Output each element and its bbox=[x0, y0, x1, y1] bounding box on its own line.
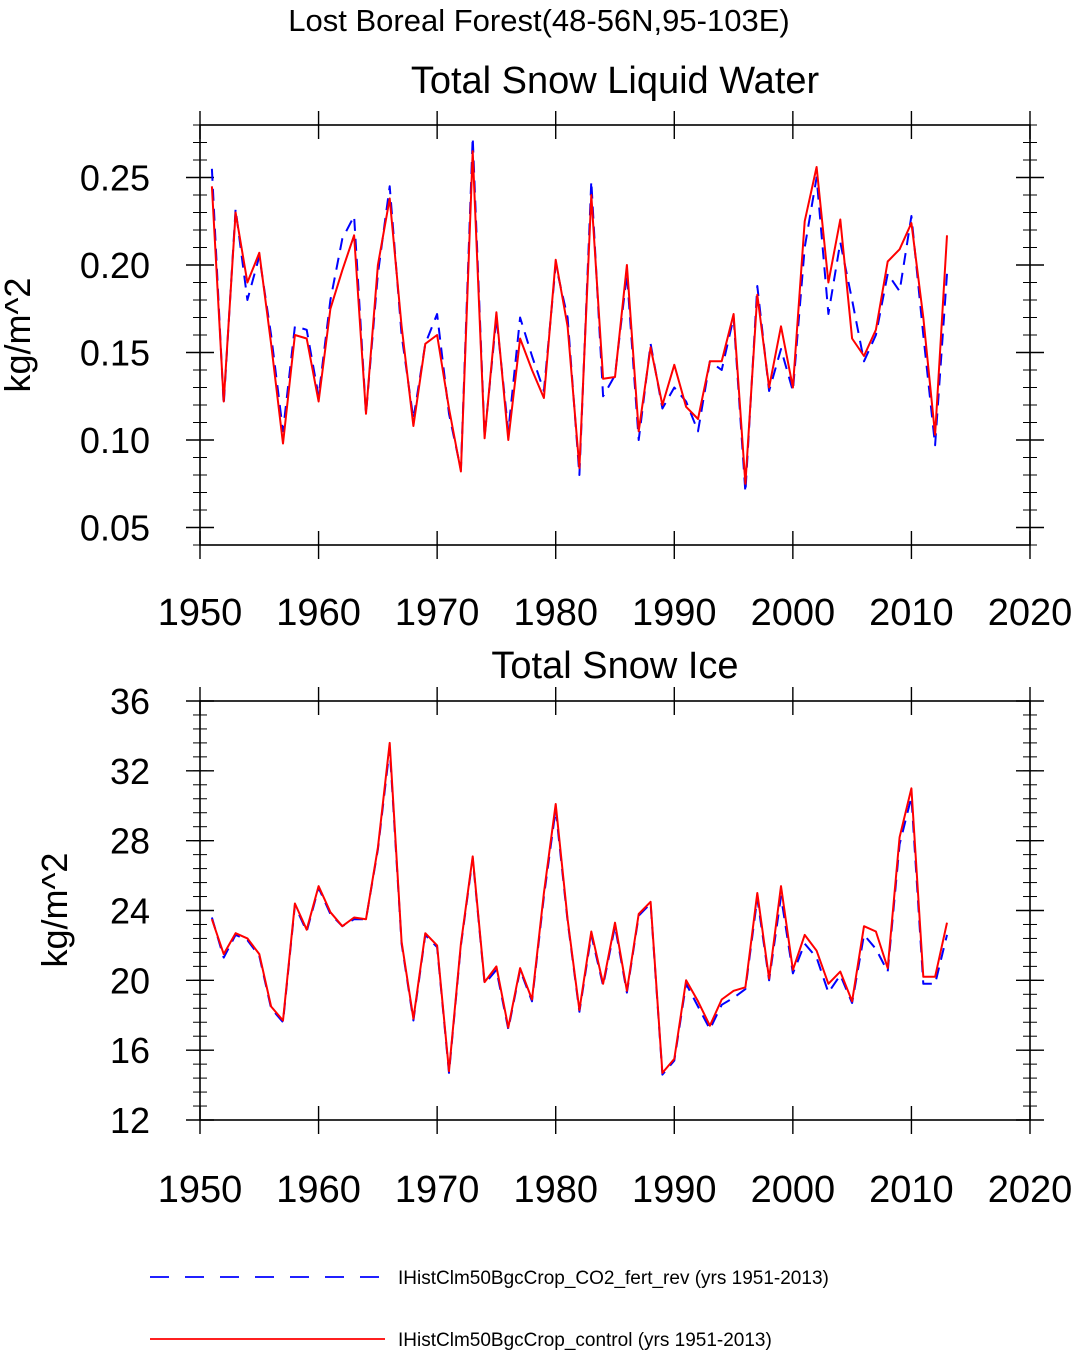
x-tick-label: 1960 bbox=[276, 592, 361, 634]
x-tick-label: 1980 bbox=[513, 592, 598, 634]
panel-title: Total Snow Ice bbox=[491, 645, 738, 687]
x-tick-label: 1980 bbox=[513, 1169, 598, 1211]
y-tick-label: 36 bbox=[110, 681, 150, 722]
y-tick-label: 20 bbox=[110, 960, 150, 1001]
y-tick-label: 28 bbox=[110, 821, 150, 862]
y-tick-label: 0.05 bbox=[80, 508, 150, 549]
x-tick-label: 1970 bbox=[395, 592, 480, 634]
x-tick-label: 2010 bbox=[869, 592, 954, 634]
series-line-control bbox=[210, 741, 948, 1074]
legend-label-control: IHistClm50BgcCrop_control (yrs 1951-2013… bbox=[398, 1330, 772, 1351]
y-tick-label: 0.15 bbox=[80, 333, 150, 374]
y-axis-label: kg/m^2 bbox=[0, 278, 38, 393]
y-tick-label: 12 bbox=[110, 1100, 150, 1141]
y-tick-label: 24 bbox=[110, 891, 150, 932]
y-axis-label: kg/m^2 bbox=[34, 853, 75, 968]
x-tick-label: 1990 bbox=[632, 1169, 717, 1211]
x-tick-label: 1950 bbox=[158, 592, 243, 634]
figure-title: Lost Boreal Forest(48-56N,95-103E) bbox=[288, 3, 789, 38]
series-line-co2-fert-rev bbox=[210, 136, 948, 494]
x-tick-label: 2000 bbox=[751, 1169, 836, 1211]
x-tick-label: 2020 bbox=[988, 1169, 1073, 1211]
plot-frame bbox=[199, 124, 1031, 546]
y-tick-label: 32 bbox=[110, 751, 150, 792]
legend: IHistClm50BgcCrop_CO2_fert_rev (yrs 1951… bbox=[150, 1268, 829, 1351]
x-tick-label: 2020 bbox=[988, 592, 1073, 634]
y-tick-label: 0.25 bbox=[80, 158, 150, 199]
x-tick-label: 1970 bbox=[395, 1169, 480, 1211]
y-tick-label: 16 bbox=[110, 1030, 150, 1071]
x-tick-label: 1960 bbox=[276, 1169, 361, 1211]
panel-snow-ice: Total Snow Ice kg/m^2 1950 1960 1970 1980 19… bbox=[34, 645, 1072, 1211]
axes-frame: 1950 1960 1970 1980 1990 2000 2010 2020 12 16 20 24… bbox=[110, 681, 1072, 1211]
x-tick-label: 1950 bbox=[158, 1169, 243, 1211]
y-tick-label: 0.20 bbox=[80, 245, 150, 286]
panel-snow-liquid-water: Total Snow Liquid Water kg/m^2 1950 1960 1… bbox=[0, 60, 1072, 634]
x-tick-label: 1990 bbox=[632, 592, 717, 634]
legend-label-co2-fert-rev: IHistClm50BgcCrop_CO2_fert_rev (yrs 1951… bbox=[398, 1268, 829, 1289]
y-tick-label: 0.10 bbox=[80, 420, 150, 461]
x-tick-label: 2000 bbox=[751, 592, 836, 634]
panel-title: Total Snow Liquid Water bbox=[411, 60, 820, 102]
plot-frame bbox=[199, 700, 1031, 1121]
series-line-co2-fert-rev bbox=[210, 747, 948, 1076]
axes-frame: 1950 1960 1970 1980 1990 2000 2010 2020 0.05 0.10… bbox=[80, 111, 1072, 634]
x-tick-label: 2010 bbox=[869, 1169, 954, 1211]
series-line-control bbox=[210, 150, 948, 485]
